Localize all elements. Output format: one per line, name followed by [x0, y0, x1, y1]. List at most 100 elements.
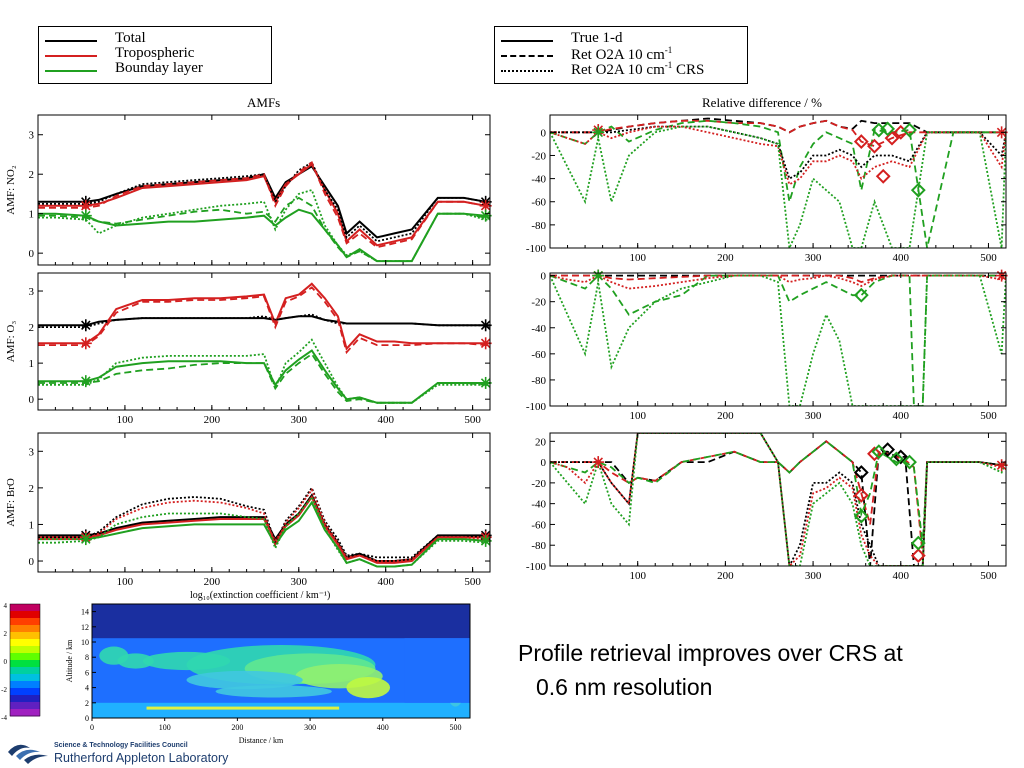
colorbar-segment [10, 681, 40, 689]
legend-swatch-tropospheric [45, 55, 97, 57]
heatmap-title: log₁₀(extinction coefficient / km⁻¹) [190, 590, 331, 601]
star-marker [79, 375, 92, 388]
series-line-total-dashed [550, 117, 1006, 134]
x-tick-label: 100 [629, 410, 646, 422]
x-tick-label: 300 [291, 269, 308, 270]
heatmap-x-tick-label: 500 [449, 723, 461, 732]
y-tick-label: 1 [29, 358, 35, 370]
x-tick-label: 500 [464, 414, 481, 426]
series-line-trop-dotted [550, 433, 1006, 566]
y-tick-label: 0 [541, 127, 547, 139]
legend-label-true: True 1-d [571, 30, 623, 46]
caption-line-1: Profile retrieval improves over CRS at [518, 640, 903, 666]
x-tick-label: 200 [717, 570, 734, 582]
legend-swatch-true [501, 40, 553, 42]
series-line-trop-dashed [550, 440, 1006, 556]
colorbar-frame [9, 603, 41, 717]
diamond-marker [910, 535, 926, 551]
x-tick-label: 500 [464, 576, 481, 588]
x-tick-label: 200 [717, 410, 734, 422]
x-tick-label: 400 [893, 410, 910, 422]
ral-logo: Science & Technology Facilities Council … [6, 738, 266, 768]
legend-item-tropospheric: Tropospheric [45, 45, 345, 62]
series-line-trop-dashed [38, 160, 490, 249]
legend-right: True 1-d Ret O2A 10 cm-1 Ret O2A 10 cm-1… [494, 26, 748, 84]
legend-label-ret: Ret O2A 10 cm-1 [571, 45, 673, 63]
colorbar-segment [10, 632, 40, 640]
y-tick-label: 2 [29, 322, 35, 334]
legend-item-total: Total [45, 30, 345, 47]
x-tick-label: 500 [980, 252, 997, 264]
x-tick-label: 400 [377, 576, 394, 588]
y-tick-label: 3 [29, 446, 35, 458]
heatmap-cell [215, 685, 332, 698]
heatmap-y-tick-label: 10 [81, 638, 89, 647]
y-tick-label: -100 [526, 243, 547, 255]
colorbar-segment [10, 604, 40, 612]
x-tick-label: 300 [291, 414, 308, 426]
colorbar-segment [10, 611, 40, 619]
x-tick-label: 500 [980, 410, 997, 422]
y-tick-label: -40 [531, 323, 546, 335]
plot-frame [549, 272, 1007, 407]
series-group [550, 274, 1006, 406]
diamond-marker [853, 465, 869, 480]
diamond-marker [902, 122, 917, 138]
reldiff-no2-chart: 100 200 300 400 500 0 -20 -40 -60 -80 -100 [526, 114, 1008, 264]
diamond-marker [893, 449, 909, 465]
series-group [550, 117, 1006, 248]
heatmap-surface-layer [92, 702, 470, 718]
heatmap-gap [404, 638, 470, 703]
heatmap-y-tick-label: 4 [85, 684, 89, 693]
legend-label-ret-crs: Ret O2A 10 cm-1 CRS [571, 60, 705, 78]
legend-item-ret: Ret O2A 10 cm-1 [501, 45, 801, 63]
diamond-marker [875, 168, 891, 184]
legend-swatch-ret-crs [501, 70, 553, 72]
star-marker [479, 376, 492, 389]
y-tick-label: -80 [531, 220, 546, 232]
x-tick-label: 500 [980, 570, 997, 582]
amf-o3-chart: 100 200 300 400 500 0 1 2 3 AMF: O₃ [5, 272, 492, 426]
y-tick-label: -80 [531, 540, 546, 552]
y-tick-label: -40 [531, 174, 546, 186]
series-group [38, 486, 490, 568]
diamond-marker [853, 134, 869, 150]
x-tick-label: 200 [204, 414, 221, 426]
diamond-marker [871, 444, 887, 460]
colorbar-tick-label: 0 [4, 658, 8, 666]
y-tick-label: 0 [541, 271, 547, 283]
series-line-bl-dotted [550, 274, 1006, 406]
x-tick-label: 200 [204, 269, 221, 270]
colorbar-segment [10, 625, 40, 633]
logo-subtitle: Science & Technology Facilities Council [54, 742, 188, 749]
star-marker [79, 337, 92, 350]
y-tick-label: -20 [531, 150, 546, 162]
y-tick-label: 1 [29, 209, 35, 221]
colorbar-tick-label: 2 [4, 630, 8, 638]
y-tick-label: 2 [29, 169, 35, 181]
star-marker [79, 533, 92, 546]
series-line-trop-solid [38, 494, 490, 564]
colorbar-segment [10, 702, 40, 710]
x-tick-label: 100 [629, 570, 646, 582]
legend-swatch-total [45, 40, 97, 42]
y-tick-label: -60 [531, 519, 546, 531]
y-tick-label: -20 [531, 478, 546, 490]
heatmap-y-tick-label: 2 [85, 699, 89, 708]
x-tick-label: 300 [291, 576, 308, 588]
series-line-bl-dotted [550, 433, 1006, 566]
heatmap-cell [346, 676, 391, 699]
x-tick-label: 400 [893, 252, 910, 264]
amf-title: AMFs [247, 95, 281, 110]
series-line-bl-dotted [550, 125, 1006, 248]
diamond-marker [867, 138, 882, 154]
heatmap-cell [117, 653, 154, 669]
series-line-bl-dashed [550, 440, 1006, 546]
diamond-marker [880, 442, 896, 458]
y-tick-label: -60 [531, 349, 546, 361]
x-tick-label: 300 [805, 410, 822, 422]
diamond-marker [884, 130, 900, 146]
colorbar-tick-label: -4 [1, 714, 7, 722]
series-line-bl-dotted [38, 495, 490, 568]
amf-no2-chart: 100 200 300 400 500 0 1 2 3 AMF: NO₂ [5, 114, 492, 270]
